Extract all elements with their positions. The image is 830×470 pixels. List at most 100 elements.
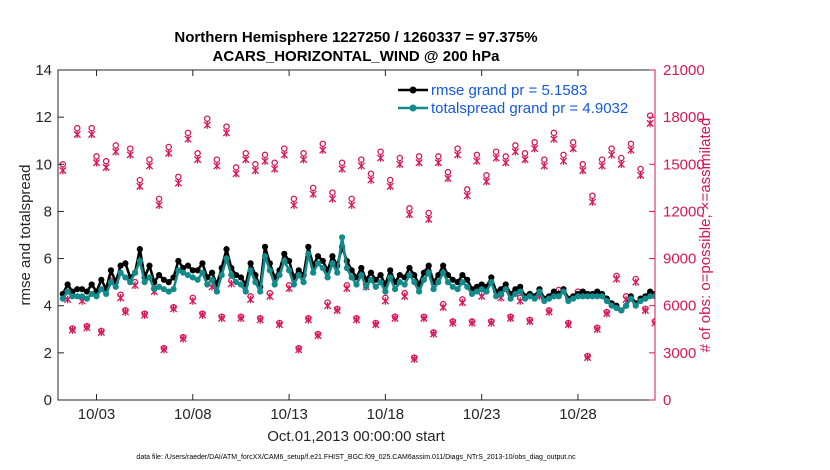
totalspread-point bbox=[127, 279, 134, 286]
x-tick-label: 10/03 bbox=[78, 406, 116, 423]
rmse-point bbox=[734, 288, 740, 294]
totalspread-point bbox=[651, 293, 655, 300]
y-axis-right: 0 3000 6000 9000 12000 15000 18000 21000 bbox=[649, 62, 705, 409]
y-left-tick-label: 12 bbox=[35, 109, 52, 126]
totalspread-point bbox=[777, 293, 783, 299]
totalspread-point bbox=[753, 298, 759, 304]
totalspread-point bbox=[811, 279, 817, 285]
obs-assimilated-marker bbox=[617, 160, 625, 169]
obs-assimilated-marker bbox=[73, 130, 81, 139]
obs-assimilated-marker bbox=[376, 154, 385, 162]
totalspread-point bbox=[281, 257, 288, 265]
obs-assimilated-marker bbox=[506, 314, 515, 323]
obs-assimilated-marker bbox=[367, 176, 375, 184]
totalspread-point bbox=[122, 274, 129, 281]
obs-assimilated-marker bbox=[136, 182, 144, 191]
rmse-point bbox=[714, 293, 720, 299]
totalspread-point bbox=[218, 271, 225, 279]
totalspread-point bbox=[637, 297, 644, 305]
rmse-point bbox=[806, 270, 812, 276]
totalspread-point bbox=[367, 276, 375, 283]
obs-assimilated-marker bbox=[343, 284, 351, 293]
totalspread-point bbox=[165, 288, 172, 295]
obs-assimilated-marker bbox=[381, 297, 390, 305]
totalspread-point bbox=[223, 255, 230, 262]
totalspread-point bbox=[719, 288, 725, 294]
rmse-point bbox=[223, 246, 230, 253]
x-axis-label: Oct.01,2013 00:00:00 start bbox=[267, 428, 445, 445]
rmse-point bbox=[208, 269, 216, 276]
totalspread-point bbox=[739, 293, 745, 299]
y-left-tick-label: 8 bbox=[44, 203, 52, 220]
totalspread-point bbox=[483, 288, 490, 295]
totalspread-point bbox=[391, 286, 399, 293]
obs-assimilated-marker bbox=[458, 298, 467, 307]
totalspread-point bbox=[560, 288, 567, 295]
obs-assimilated-marker bbox=[550, 135, 558, 143]
obs-assimilated-marker bbox=[612, 275, 621, 283]
totalspread-point bbox=[574, 293, 582, 300]
y-right-tick-label: 6000 bbox=[663, 298, 696, 315]
totalspread-point bbox=[69, 293, 76, 300]
rmse-point bbox=[64, 281, 71, 288]
rmse-point bbox=[502, 281, 509, 288]
y-right-tick-label: 12000 bbox=[663, 203, 705, 220]
totalspread-point bbox=[242, 288, 249, 295]
totalspread-point bbox=[334, 269, 341, 276]
rmse-point bbox=[367, 269, 375, 276]
rmse-point bbox=[319, 257, 326, 265]
rmse-point bbox=[787, 286, 793, 292]
rmse-point bbox=[464, 276, 471, 283]
totalspread-point bbox=[570, 295, 577, 302]
totalspread-point bbox=[724, 298, 730, 304]
obs-assimilated-marker bbox=[193, 155, 202, 164]
obs-assimilated-marker bbox=[83, 323, 91, 332]
obs-assimilated-marker bbox=[165, 149, 173, 158]
y-right-tick-label: 21000 bbox=[663, 62, 705, 79]
obs-assimilated-marker bbox=[116, 294, 125, 302]
obs-assimilated-marker bbox=[348, 201, 356, 209]
chart-title-line1: Northern Hemisphere 1227250 / 1260337 = … bbox=[174, 29, 537, 46]
obs-assimilated-marker bbox=[179, 334, 187, 343]
totalspread-point bbox=[512, 290, 519, 298]
obs-assimilated-marker bbox=[632, 278, 640, 286]
obs-assimilated-marker bbox=[270, 165, 279, 173]
rmse-point bbox=[396, 271, 403, 279]
obs-assimilated-marker bbox=[102, 163, 110, 172]
legend-totalspread-marker bbox=[409, 104, 417, 112]
totalspread-point bbox=[184, 271, 192, 279]
obs-assimilated-marker bbox=[405, 210, 414, 219]
obs-assimilated-marker bbox=[352, 316, 361, 324]
obs-possible-marker bbox=[672, 397, 677, 402]
rmse-point bbox=[146, 262, 153, 269]
rmse-point bbox=[74, 286, 81, 293]
y-left-tick-label: 0 bbox=[44, 392, 52, 409]
totalspread-point bbox=[565, 297, 572, 305]
x-tick-label: 10/28 bbox=[559, 406, 597, 423]
obs-assimilated-marker bbox=[59, 166, 67, 175]
legend-totalspread-label: totalspread grand pr = 4.9032 bbox=[431, 100, 628, 117]
rmse-point bbox=[180, 264, 187, 272]
rmse-point bbox=[387, 267, 394, 274]
rmse-point bbox=[763, 288, 769, 294]
totalspread-point bbox=[401, 281, 408, 288]
totalspread-point bbox=[88, 290, 95, 298]
obs-assimilated-marker bbox=[285, 284, 293, 293]
y-left-tick-label: 10 bbox=[35, 156, 52, 173]
obs-assimilated-marker bbox=[97, 328, 105, 337]
obs-assimilated-marker bbox=[526, 317, 534, 326]
rmse-point bbox=[406, 264, 413, 272]
obs-assimilated-marker bbox=[198, 311, 207, 319]
obs-assimilated-marker bbox=[492, 154, 500, 162]
rmse-point bbox=[550, 288, 558, 295]
obs-assimilated-marker bbox=[608, 151, 616, 159]
totalspread-point bbox=[353, 281, 360, 288]
totalspread-point bbox=[444, 279, 452, 286]
x-tick-label: 10/18 bbox=[367, 406, 405, 423]
obs-assimilated-marker bbox=[564, 320, 572, 329]
totalspread-point bbox=[257, 288, 264, 295]
y-right-tick-label: 15000 bbox=[663, 156, 705, 173]
obs-assimilated-marker bbox=[657, 140, 663, 148]
obs-assimilated-marker bbox=[328, 195, 337, 203]
rmse-point bbox=[286, 257, 293, 265]
